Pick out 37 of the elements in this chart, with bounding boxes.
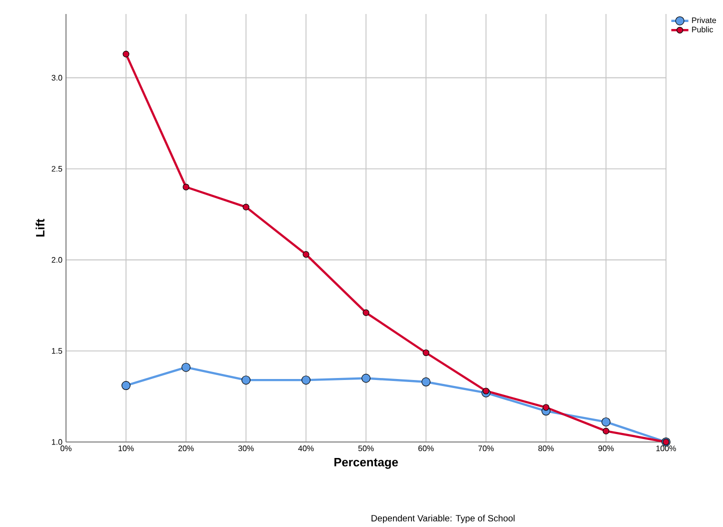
y-tick-label: 2.5 — [52, 166, 62, 172]
x-tick-label: 80% — [538, 446, 554, 452]
x-tick-label: 10% — [118, 446, 134, 452]
point — [242, 376, 251, 385]
point — [362, 374, 371, 383]
x-tick-label: 30% — [238, 446, 254, 452]
point — [122, 381, 131, 390]
point — [122, 50, 130, 58]
point — [602, 418, 611, 427]
legend-label: Private — [692, 17, 716, 24]
point — [182, 184, 190, 191]
x-axis-title: Percentage — [334, 458, 398, 470]
x-tick-label: 40% — [298, 446, 314, 452]
x-tick-label: 70% — [478, 446, 494, 452]
point — [422, 350, 430, 356]
point — [362, 310, 370, 316]
x-tick-label: 60% — [418, 446, 434, 452]
y-tick-label: 3.0 — [52, 75, 62, 81]
y-tick-label: 2.0 — [52, 257, 62, 263]
point — [482, 388, 490, 395]
point — [542, 404, 550, 411]
x-tick-label: 100% — [656, 446, 676, 452]
x-tick-label: 20% — [178, 446, 194, 452]
legend-label: Public — [692, 26, 714, 33]
x-tick-label: 50% — [358, 446, 374, 452]
text: Dependent Variable: Type of School — [372, 515, 514, 524]
x-tick-label: 90% — [598, 446, 614, 452]
point — [302, 376, 310, 385]
point — [602, 428, 610, 435]
point — [302, 251, 310, 258]
point — [182, 363, 191, 372]
x-tick-label: 0% — [60, 446, 72, 452]
y-axis-title: Lift — [36, 219, 44, 237]
y-tick-label: 1.0 — [52, 439, 62, 446]
y-tick-label: 1.5 — [52, 348, 62, 354]
point — [422, 378, 431, 387]
point — [242, 204, 250, 211]
